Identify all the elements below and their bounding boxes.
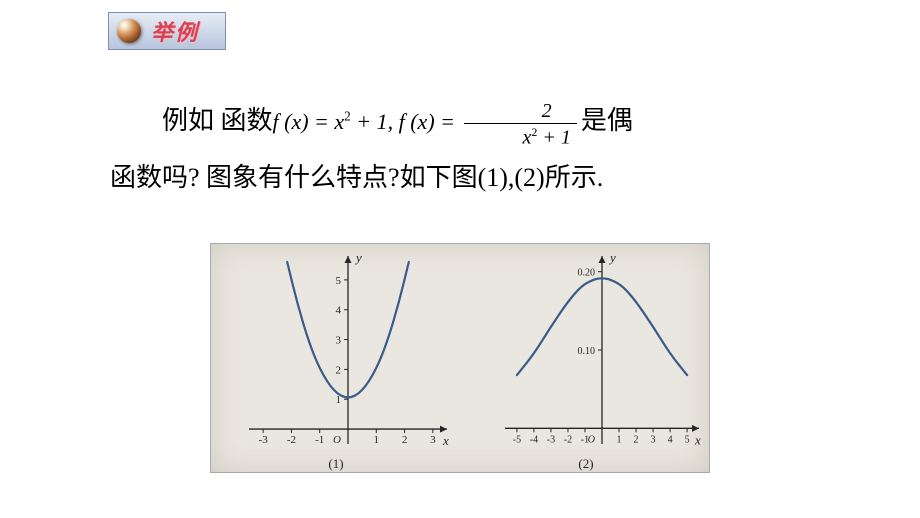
svg-text:2: 2 xyxy=(634,434,639,445)
svg-text:y: y xyxy=(608,250,616,265)
svg-text:x: x xyxy=(442,433,449,448)
svg-text:-2: -2 xyxy=(287,434,296,446)
example-badge: 举例 xyxy=(108,12,226,50)
svg-text:(2): (2) xyxy=(578,456,593,471)
svg-text:y: y xyxy=(354,250,362,265)
badge-label: 举例 xyxy=(151,15,199,47)
svg-text:1: 1 xyxy=(374,434,380,446)
figure-panel: -3-2-1O12312345xy(1) -5-4-3-2-1O123450.1… xyxy=(210,243,710,473)
svg-text:-3: -3 xyxy=(259,434,269,446)
fraction: 2x2 + 1 xyxy=(464,101,576,148)
svg-text:O: O xyxy=(588,434,595,445)
svg-text:3: 3 xyxy=(651,434,656,445)
svg-text:-2: -2 xyxy=(564,434,572,445)
subfig-1: -3-2-1O12312345xy(1) xyxy=(211,244,461,472)
svg-text:0.20: 0.20 xyxy=(578,268,596,279)
svg-text:-5: -5 xyxy=(513,434,521,445)
sphere-icon xyxy=(117,19,141,43)
svg-text:4: 4 xyxy=(668,434,673,445)
formula-1: f (x) = x2 + 1, f (x) = 2x2 + 1 xyxy=(273,109,581,134)
svg-text:0.10: 0.10 xyxy=(578,346,596,357)
text-line-1: 例如 函数f (x) = x2 + 1, f (x) = 2x2 + 1是偶 xyxy=(110,92,830,149)
svg-text:O: O xyxy=(333,434,341,446)
chart-1: -3-2-1O12312345xy(1) xyxy=(211,244,461,474)
svg-text:2: 2 xyxy=(336,364,342,376)
svg-text:2: 2 xyxy=(402,434,408,446)
body-text: 例如 函数f (x) = x2 + 1, f (x) = 2x2 + 1是偶 函… xyxy=(110,92,830,206)
text-line-2: 函数吗? 图象有什么特点?如下图(1),(2)所示. xyxy=(110,163,603,192)
svg-text:5: 5 xyxy=(685,434,690,445)
svg-text:-4: -4 xyxy=(530,434,538,445)
chart-2: -5-4-3-2-1O123450.100.20xy(2) xyxy=(461,244,711,474)
svg-text:3: 3 xyxy=(336,335,342,347)
line1-pre: 例如 函数 xyxy=(162,106,273,135)
svg-text:3: 3 xyxy=(430,434,436,446)
svg-text:5: 5 xyxy=(336,275,342,287)
svg-text:x: x xyxy=(694,432,701,447)
line1-post: 是偶 xyxy=(581,106,633,135)
svg-text:(1): (1) xyxy=(328,456,343,471)
svg-text:-1: -1 xyxy=(315,434,324,446)
subfig-2: -5-4-3-2-1O123450.100.20xy(2) xyxy=(461,244,711,472)
svg-text:-3: -3 xyxy=(547,434,555,445)
svg-text:4: 4 xyxy=(336,305,342,317)
svg-text:1: 1 xyxy=(617,434,622,445)
